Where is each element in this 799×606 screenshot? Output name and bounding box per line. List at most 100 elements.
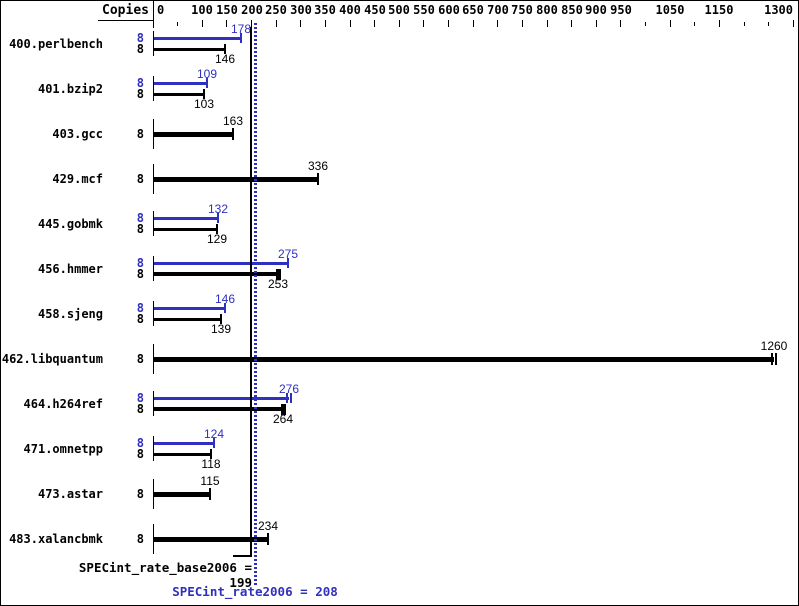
bar-value-label: 139 (210, 322, 232, 336)
bar-start-tick (153, 402, 154, 416)
copies-header-underline (98, 20, 153, 21)
axis-tick-mark (792, 20, 794, 27)
bar-start-tick (153, 31, 154, 45)
bar-value-label: 129 (206, 232, 228, 246)
bar-end-cap (216, 224, 218, 234)
result-bar (154, 537, 268, 542)
bar-start-tick (153, 222, 154, 236)
copies-value: 8 (136, 312, 144, 326)
result-bar (154, 262, 288, 265)
axis-tick-mark (718, 20, 720, 27)
result-bar (154, 357, 774, 362)
base-summary-text: SPECint_rate_base2006 = 199 (78, 560, 252, 590)
copies-value: 8 (136, 256, 144, 270)
axis-tick-label: 750 (511, 3, 533, 17)
bar-value-label: 118 (201, 457, 221, 471)
axis-tick-label: 250 (265, 3, 287, 17)
result-bar (154, 442, 214, 445)
axis-tick-label: 850 (561, 3, 583, 17)
bar-start-tick (153, 164, 154, 194)
axis-tick-mark (201, 20, 203, 27)
bar-value-label: 276 (278, 382, 300, 396)
copies-value: 8 (136, 402, 144, 416)
bar-start-tick (153, 447, 154, 461)
copies-value: 8 (136, 222, 144, 236)
bar-start-tick (153, 301, 154, 315)
benchmark-label: 464.h264ref (23, 397, 103, 411)
axis-tick-label: 1300 (764, 3, 793, 17)
copies-value: 8 (136, 172, 144, 186)
bar-end-cap (209, 488, 211, 500)
bar-end-cap (267, 533, 269, 545)
copies-value: 8 (136, 436, 144, 450)
axis-tick-label: 350 (314, 3, 336, 17)
benchmark-label: 458.sjeng (37, 307, 103, 321)
copies-value: 8 (136, 487, 144, 501)
axis-tick-mark (349, 20, 351, 27)
bar-start-tick (153, 312, 154, 326)
bar-end-cap (203, 89, 205, 99)
axis-tick-label: 950 (610, 3, 632, 17)
axis-tick-mark (300, 20, 302, 27)
bar-start-tick (153, 479, 154, 509)
copies-value: 8 (136, 352, 144, 366)
axis-tick-label: 0 (157, 3, 165, 17)
axis-tick-mark (472, 20, 474, 27)
axis-tick-mark (423, 20, 425, 27)
axis-tick-mark (374, 20, 376, 27)
axis-tick-mark (251, 20, 252, 27)
bar-value-label: 146 (214, 292, 236, 306)
benchmark-label: 401.bzip2 (37, 82, 103, 96)
axis-tick-mark (497, 20, 499, 27)
bar-value-label: 132 (207, 202, 229, 216)
result-bar (154, 397, 289, 400)
axis-tick-mark (521, 20, 523, 27)
bar-end-cap (206, 78, 208, 88)
benchmark-label: 473.astar (37, 487, 103, 501)
axis-tick-mark (324, 20, 326, 27)
result-bar (154, 453, 211, 456)
copies-value: 8 (136, 301, 144, 315)
result-bar (154, 407, 283, 411)
bar-end-cap (224, 303, 226, 313)
bar-start-tick (153, 391, 154, 405)
bar-start-tick (153, 87, 154, 101)
bar-end-cap (775, 353, 777, 365)
result-bar (154, 272, 278, 276)
bar-end-cap (771, 353, 773, 365)
bar-value-label: 163 (222, 114, 244, 128)
bar-end-cap (317, 173, 319, 185)
bar-end-cap (210, 449, 212, 459)
bar-value-label: 234 (257, 519, 279, 533)
benchmark-label: 445.gobmk (37, 217, 103, 231)
bar-end-cap (220, 314, 222, 324)
benchmark-label: 429.mcf (52, 172, 103, 186)
base-reference-line-foot (233, 555, 251, 557)
bar-value-label: 336 (307, 159, 329, 173)
bar-start-tick (153, 119, 154, 149)
result-bar (154, 177, 318, 182)
bar-start-tick (153, 211, 154, 225)
copies-value: 8 (136, 211, 144, 225)
result-bar (154, 228, 217, 231)
axis-tick-label: 500 (388, 3, 410, 17)
bar-end-cap (240, 33, 242, 43)
bar-value-label: 1260 (760, 339, 788, 353)
bar-start-tick (153, 436, 154, 450)
bar-end-cap (286, 393, 288, 403)
axis-tick-mark (275, 20, 277, 27)
bar-value-label: 115 (200, 474, 220, 488)
benchmark-label: 462.libquantum (1, 352, 103, 366)
bar-end-cap (287, 258, 289, 268)
bar-value-label: 124 (203, 427, 225, 441)
peak-reference-line (253, 23, 257, 585)
bar-end-cap (213, 438, 215, 448)
axis-tick-label: 1150 (704, 3, 734, 17)
bar-start-tick (153, 344, 154, 374)
bar-start-tick (153, 42, 154, 56)
result-bar (154, 93, 204, 96)
copies-value: 8 (136, 391, 144, 405)
axis-tick-label: 650 (462, 3, 484, 17)
copies-value: 8 (136, 87, 144, 101)
axis-tick-label: 100 (191, 3, 213, 17)
